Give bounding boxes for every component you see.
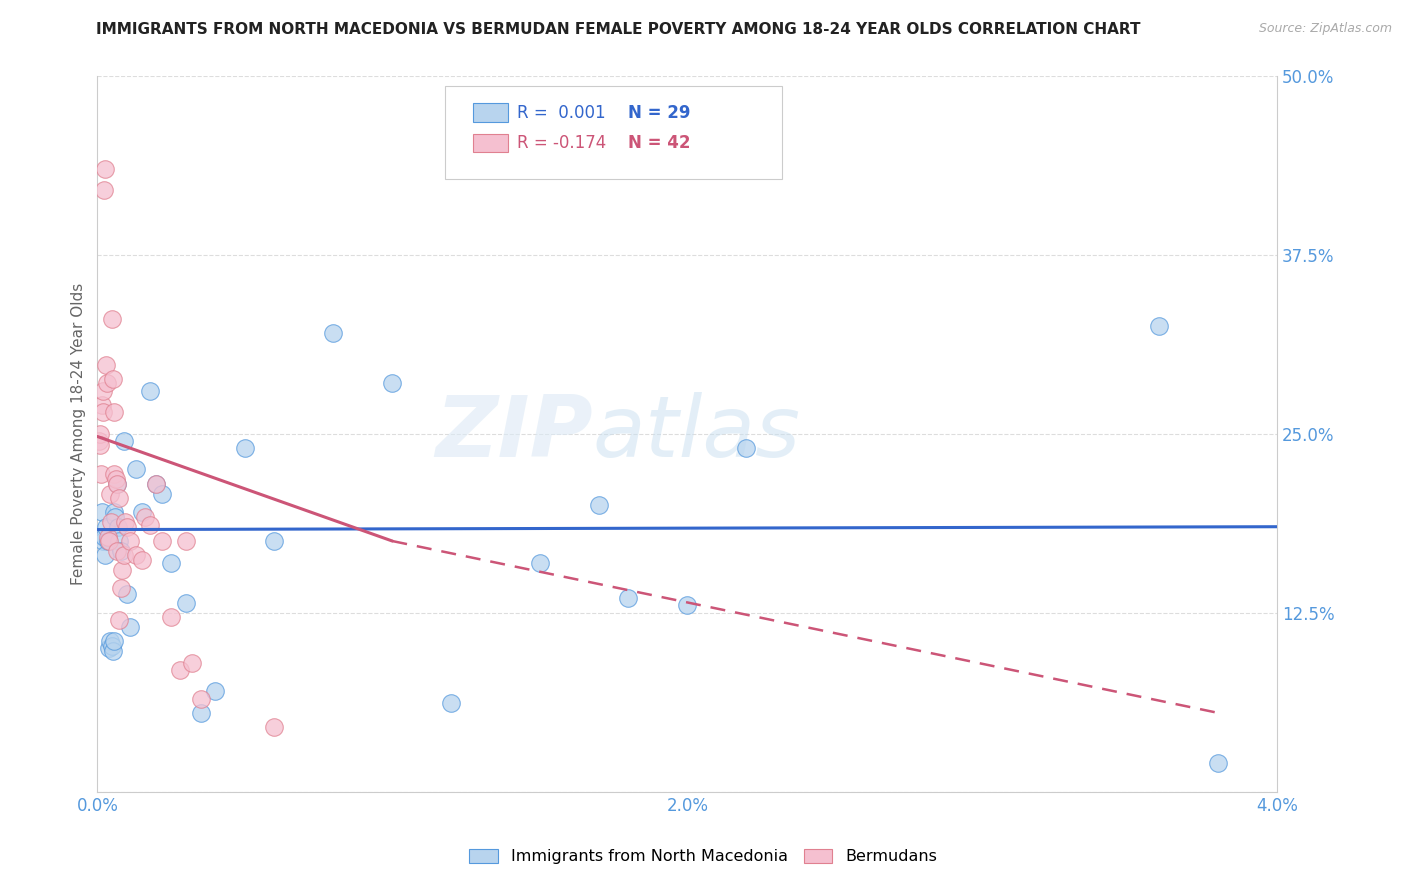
Point [139,518,162,533]
Point [174,534,197,549]
Point [91,384,114,398]
Point [97,534,120,549]
Point [107,519,129,533]
Point [100,312,122,326]
Point [87,434,110,448]
Point [105,476,128,491]
Point [169,663,191,677]
Text: IMMIGRANTS FROM NORTH MACEDONIA VS BERMUDAN FEMALE POVERTY AMONG 18-24 YEAR OLDS: IMMIGRANTS FROM NORTH MACEDONIA VS BERMU… [97,22,1140,37]
Point [190,691,212,706]
FancyBboxPatch shape [472,134,508,153]
Point [96,376,118,391]
Point [131,552,153,566]
Point [97,534,120,549]
Legend: Immigrants from North Macedonia, Bermudans: Immigrants from North Macedonia, Bermuda… [463,842,943,871]
Point [174,596,197,610]
Point [97,530,120,544]
Point [90,398,112,412]
Point [145,476,167,491]
Point [90,505,112,519]
Point [98,641,121,656]
Point [108,613,131,627]
Point [263,720,285,734]
Point [103,467,125,481]
Point [98,487,121,501]
Text: N = 29: N = 29 [628,103,690,122]
Point [103,405,125,419]
Point [735,441,758,455]
Point [115,587,138,601]
Point [110,582,132,596]
Point [107,544,129,558]
Point [104,509,127,524]
Point [100,639,122,653]
Point [190,706,212,720]
Point [529,556,551,570]
Point [94,358,117,372]
Point [103,634,125,648]
Point [150,487,173,501]
Point [101,644,124,658]
Point [145,476,167,491]
Point [160,556,183,570]
Point [114,516,136,530]
Point [111,563,134,577]
Text: ZIP: ZIP [436,392,593,475]
Point [89,438,111,452]
Point [93,530,115,544]
Point [139,384,162,398]
Point [150,534,173,549]
Point [118,534,141,549]
Point [93,161,115,176]
Point [263,534,285,549]
Point [110,544,132,558]
Point [108,534,131,549]
FancyBboxPatch shape [446,87,782,179]
Point [112,549,135,563]
Point [103,505,125,519]
Point [118,620,141,634]
Point [134,509,156,524]
Point [160,610,183,624]
Point [112,434,135,448]
Point [96,519,118,533]
Point [101,372,124,386]
Point [89,426,111,441]
Point [100,516,122,530]
Point [93,549,115,563]
Y-axis label: Female Poverty Among 18-24 Year Olds: Female Poverty Among 18-24 Year Olds [72,283,86,585]
Text: Source: ZipAtlas.com: Source: ZipAtlas.com [1258,22,1392,36]
Point [105,476,128,491]
Point [125,549,148,563]
Point [676,599,699,613]
Point [204,684,226,698]
Point [93,183,115,197]
FancyBboxPatch shape [472,103,508,122]
Point [588,498,610,512]
Point [104,472,127,486]
Point [322,326,344,341]
Point [180,656,202,670]
Point [91,534,114,549]
Point [233,441,256,455]
Point [91,405,114,419]
Text: atlas: atlas [593,392,801,475]
Point [115,519,138,533]
Point [90,467,112,481]
Point [131,505,153,519]
Point [125,462,148,476]
Point [440,696,463,710]
Point [107,491,129,505]
Point [1206,756,1229,770]
Point [1149,319,1171,334]
Text: R = -0.174: R = -0.174 [517,134,606,152]
Text: N = 42: N = 42 [628,134,690,152]
Point [617,591,640,606]
Point [381,376,404,391]
Point [98,634,121,648]
Text: R =  0.001: R = 0.001 [517,103,606,122]
